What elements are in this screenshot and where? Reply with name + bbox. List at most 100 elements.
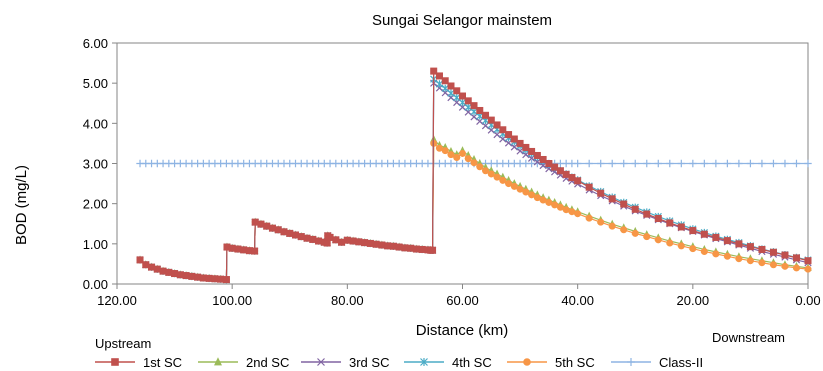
data-point — [631, 229, 639, 237]
x-axis-label: Distance (km) — [416, 322, 509, 339]
y-tick-label: 2.00 — [83, 197, 108, 212]
data-point — [545, 198, 553, 206]
data-point — [412, 245, 420, 253]
data-point — [493, 130, 501, 139]
data-point — [574, 177, 582, 185]
data-point — [516, 139, 524, 147]
data-point — [487, 126, 495, 134]
x-tick-label: 120.00 — [97, 293, 137, 308]
series-layer — [136, 67, 812, 284]
data-point — [573, 159, 582, 168]
y-axis: 0.00 1.00 2.00 3.00 4.00 5.00 6.00 — [83, 36, 117, 292]
series-2nd-sc — [136, 134, 812, 283]
data-point — [723, 237, 731, 245]
data-point — [257, 220, 265, 228]
data-point — [389, 242, 397, 250]
data-point — [401, 244, 409, 252]
legend-marker — [317, 358, 325, 366]
data-point — [430, 67, 438, 75]
data-point — [631, 159, 639, 168]
x-axis: 120.00 100.00 80.00 60.00 40.00 20.00 0.00 — [97, 284, 821, 308]
legend-entry: 3rd SC — [301, 355, 389, 370]
x-tick-label: 20.00 — [677, 293, 710, 308]
data-point — [384, 242, 392, 250]
data-point — [505, 131, 513, 139]
data-point — [769, 261, 777, 269]
data-point — [182, 272, 190, 280]
downstream-label: Downstream — [712, 330, 785, 345]
data-point — [458, 92, 466, 100]
data-point — [677, 223, 685, 231]
data-point — [297, 233, 305, 241]
data-point — [769, 248, 777, 256]
data-point — [418, 245, 426, 253]
y-tick-label: 1.00 — [83, 237, 108, 252]
data-point — [470, 159, 478, 167]
data-point — [332, 236, 340, 244]
data-point — [481, 122, 490, 130]
chart-title: Sungai Selangor mainstem — [372, 12, 552, 29]
data-point — [533, 194, 541, 202]
series-1st-sc — [136, 67, 812, 284]
data-point — [516, 147, 524, 155]
data-point — [746, 257, 754, 265]
data-point — [240, 246, 248, 254]
legend-marker — [523, 358, 531, 366]
data-point — [441, 147, 449, 155]
data-point — [539, 155, 547, 163]
data-point — [723, 252, 731, 260]
data-point — [378, 241, 386, 249]
data-point — [556, 203, 564, 211]
data-point — [585, 183, 593, 191]
y-tick-label: 3.00 — [83, 157, 108, 172]
data-point — [441, 77, 449, 85]
data-point — [516, 185, 524, 193]
data-point — [429, 246, 437, 254]
legend-entry: 4th SC — [404, 355, 492, 370]
data-point — [435, 72, 443, 80]
data-point — [470, 107, 478, 116]
data-point — [453, 93, 461, 102]
data-point — [493, 173, 501, 181]
data-point — [326, 233, 334, 241]
data-point — [395, 243, 403, 251]
data-point — [608, 195, 616, 203]
data-point — [585, 214, 593, 222]
data-point — [608, 159, 616, 168]
data-point — [568, 174, 576, 182]
data-point — [228, 244, 236, 252]
data-point — [338, 238, 346, 246]
data-point — [171, 270, 179, 278]
data-point — [453, 87, 461, 95]
data-point — [556, 167, 564, 175]
data-point — [274, 226, 282, 234]
data-point — [677, 159, 686, 168]
data-point — [528, 147, 536, 155]
data-point — [769, 159, 778, 168]
data-point — [597, 218, 605, 226]
data-point — [666, 219, 674, 227]
x-tick-label: 0.00 — [795, 293, 820, 308]
data-point — [499, 135, 507, 143]
data-point — [493, 121, 501, 129]
data-point — [510, 135, 518, 143]
data-point — [700, 230, 708, 238]
data-point — [666, 239, 674, 247]
x-tick-label: 60.00 — [446, 293, 479, 308]
data-point — [268, 224, 276, 232]
data-point — [142, 261, 150, 269]
data-point — [464, 103, 472, 111]
data-point — [222, 276, 230, 284]
legend-label: 5th SC — [555, 355, 595, 370]
data-point — [585, 159, 593, 168]
data-point — [148, 263, 156, 271]
data-point — [136, 256, 144, 264]
data-point — [804, 265, 812, 273]
legend-marker — [214, 357, 222, 366]
data-point — [654, 159, 662, 168]
data-point — [199, 274, 207, 282]
data-point — [194, 273, 202, 281]
data-point — [758, 259, 766, 267]
data-point — [476, 117, 484, 125]
y-tick-label: 5.00 — [83, 76, 108, 91]
